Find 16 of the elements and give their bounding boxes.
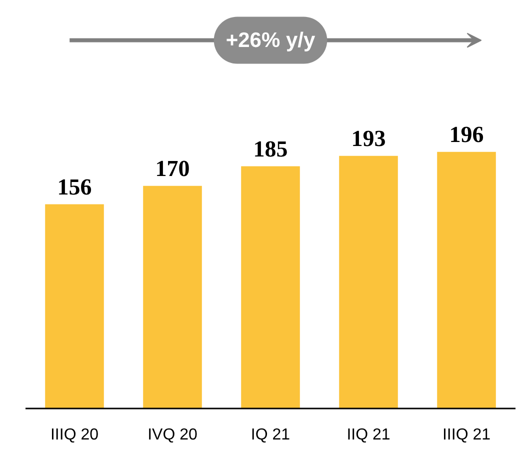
bar: [241, 166, 300, 408]
bar: [339, 156, 398, 408]
x-tick-label: IIIQ 20: [50, 426, 99, 444]
data-label: 193: [351, 126, 386, 151]
x-tick-label: IIQ 21: [346, 426, 390, 444]
x-tick-label: IQ 21: [250, 426, 290, 444]
data-label: 156: [57, 174, 92, 200]
data-label: 196: [449, 122, 484, 147]
text: +26% y/y: [226, 28, 316, 52]
x-tick-label: IVQ 20: [148, 426, 198, 444]
data-label: 185: [253, 136, 288, 162]
bar: [437, 152, 496, 408]
bar: [45, 204, 104, 408]
data-label: 170: [155, 156, 190, 181]
bar: [143, 186, 202, 408]
x-tick-label: IIIQ 21: [442, 426, 491, 444]
